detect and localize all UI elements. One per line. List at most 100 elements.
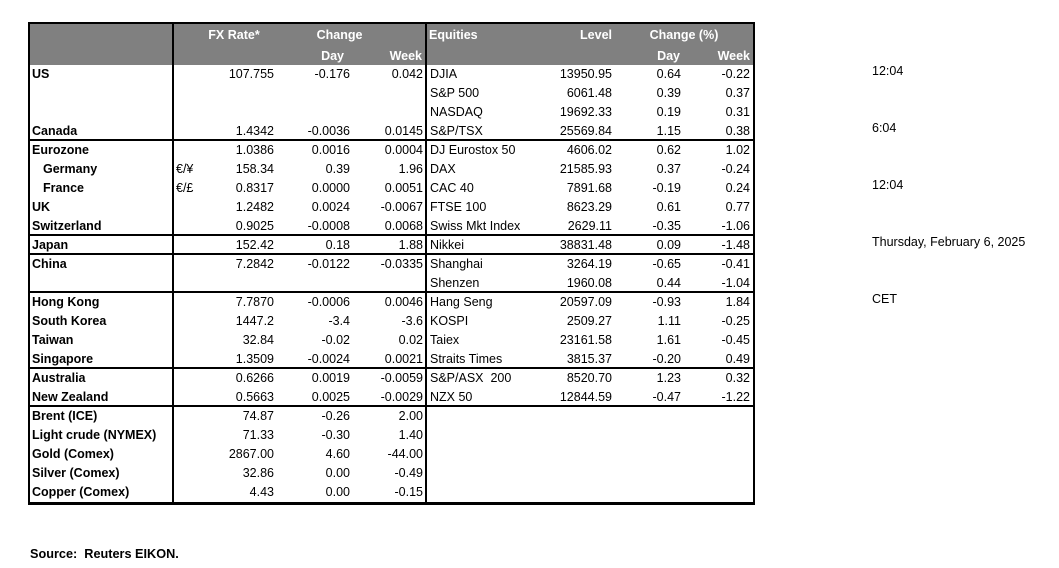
fx-pair-cell: [172, 255, 204, 274]
fx-pair-cell: [172, 312, 204, 331]
table-row: Taiwan 32.84 -0.02 0.02 Taiex 23161.58 1…: [30, 331, 753, 350]
equity-day-change-cell: 1.11: [657, 314, 681, 328]
equity-day-change-cell: 1.15: [656, 124, 681, 138]
equity-level-cell: 23161.58: [559, 333, 612, 347]
equity-name-cell: [425, 445, 540, 464]
equity-day-change-cell: 0.09: [656, 238, 681, 252]
fx-rate-cell: 32.84: [242, 333, 274, 347]
fx-country-cell: Light crude (NYMEX): [32, 428, 157, 442]
equity-level-cell: 12844.59: [559, 390, 612, 404]
equity-week-change-cell: [683, 483, 753, 502]
fx-rate-cell: 1.0386: [235, 143, 274, 157]
equity-level-cell: 3264.19: [566, 257, 612, 271]
equity-day-change-cell: [615, 445, 683, 464]
fx-rate-cell: [204, 84, 276, 103]
fx-country-cell: Hong Kong: [32, 295, 100, 309]
fx-week-change-cell: 1.40: [398, 428, 423, 442]
equity-week-change-cell: -0.24: [721, 162, 751, 176]
equity-level-cell: [540, 407, 615, 426]
fx-week-change-cell: 0.0021: [384, 352, 423, 366]
fx-day-change-cell: -3.4: [328, 314, 350, 328]
fx-day-change-cell: 0.0024: [311, 200, 350, 214]
fx-rate-cell: 74.87: [242, 409, 274, 423]
fx-day-change-cell: -0.176: [314, 67, 350, 81]
equity-week-change-cell: -0.45: [721, 333, 751, 347]
fx-pair-cell: €/¥: [176, 162, 194, 176]
equity-week-change-cell: [683, 426, 753, 445]
level-header: Level: [580, 28, 612, 42]
table-row: Singapore 1.3509 -0.0024 0.0021 Straits …: [30, 350, 753, 369]
equity-day-change-cell: 0.44: [656, 276, 681, 290]
equity-week-change-cell: 0.37: [725, 86, 750, 100]
fx-rate-cell: 158.34: [235, 162, 274, 176]
date-line: Thursday, February 6, 2025: [872, 235, 1026, 249]
fx-rate-cell: 2867.00: [228, 447, 274, 461]
fx-pair-cell: [172, 236, 204, 253]
fx-rate-cell: [204, 103, 276, 122]
equity-name-cell: [425, 407, 540, 426]
fx-day-change-cell: 4.60: [325, 447, 350, 461]
fx-country-cell: Singapore: [32, 352, 94, 366]
table-row: Switzerland 0.9025 -0.0008 0.0068 Swiss …: [30, 217, 753, 236]
equity-week-change-cell: -1.04: [721, 276, 751, 290]
fx-rate-cell: 1.3509: [235, 352, 274, 366]
fx-day-change-cell: 0.00: [325, 485, 350, 499]
equity-level-cell: 2629.11: [567, 219, 612, 233]
equity-week-change-cell: -1.22: [721, 390, 751, 404]
fx-week-change-cell: -0.0067: [380, 200, 423, 214]
fx-pair-cell: [172, 388, 204, 405]
equity-name-cell: S&P/TSX: [430, 124, 483, 138]
equity-name-cell: NZX 50: [430, 390, 473, 404]
equity-day-change-cell: -0.47: [652, 390, 682, 404]
fx-pair-cell: [172, 141, 204, 160]
equity-week-change-cell: 0.77: [725, 200, 750, 214]
fx-day-change-cell: -0.02: [321, 333, 351, 347]
timestamp-line: 12:04: [872, 178, 904, 192]
fx-pair-cell: [172, 103, 204, 122]
table-row: South Korea 1447.2 -3.4 -3.6 KOSPI 2509.…: [30, 312, 753, 331]
fx-day-change-cell: -0.0008: [307, 219, 350, 233]
fx-day-change-cell: [276, 103, 352, 122]
equity-day-change-cell: -0.19: [652, 181, 682, 195]
equity-name-cell: FTSE 100: [430, 200, 487, 214]
equity-name-cell: [425, 426, 540, 445]
header-row-1: FX Rate* Change Equities Level Change (%…: [30, 24, 753, 46]
table-row: Copper (Comex) 4.43 0.00 -0.15: [30, 483, 753, 502]
fx-week-change-cell: 0.0004: [384, 143, 423, 157]
table-header: FX Rate* Change Equities Level Change (%…: [30, 24, 753, 65]
fx-country-cell: Gold (Comex): [32, 447, 114, 461]
equity-day-change-cell: 1.23: [656, 371, 681, 385]
fx-country-cell: Brent (ICE): [32, 409, 98, 423]
table-row: US 107.755 -0.176 0.042 DJIA 13950.95 0.…: [30, 65, 753, 84]
fx-week-header: Week: [389, 48, 422, 63]
equity-week-change-cell: [683, 445, 753, 464]
equity-name-cell: Taiex: [430, 333, 460, 347]
fx-week-change-cell: 0.0145: [384, 124, 423, 138]
country-column-divider: [172, 24, 174, 502]
table-row: Eurozone 1.0386 0.0016 0.0004 DJ Eurosto…: [30, 141, 753, 160]
change-pct-header: Change (%): [649, 28, 719, 42]
fx-week-change-cell: 0.0046: [384, 295, 423, 309]
fx-day-header: Day: [321, 48, 344, 63]
equity-name-cell: NASDAQ: [430, 105, 483, 119]
fx-country-cell: Copper (Comex): [32, 485, 130, 499]
table-row: Japan 152.42 0.18 1.88 Nikkei 38831.48 0…: [30, 236, 753, 255]
equity-level-cell: 13950.95: [559, 67, 612, 81]
fx-pair-cell: [172, 293, 204, 312]
equity-day-change-cell: 1.61: [656, 333, 681, 347]
equity-name-cell: S&P/ASX 200: [430, 371, 512, 385]
fx-week-change-cell: -0.0059: [380, 371, 423, 385]
fx-day-change-cell: -0.30: [321, 428, 351, 442]
equity-level-cell: 25569.84: [559, 124, 612, 138]
equity-name-cell: KOSPI: [430, 314, 469, 328]
equities-header: Equities: [429, 28, 478, 42]
fx-pair-cell: [172, 84, 204, 103]
fx-rate-cell: [204, 274, 276, 291]
equity-level-cell: 3815.37: [566, 352, 612, 366]
fx-day-change-cell: -0.0024: [307, 352, 350, 366]
equity-day-change-cell: [615, 407, 683, 426]
table-row: France €/£ 0.8317 0.0000 0.0051 CAC 40 7…: [30, 179, 753, 198]
equity-day-change-cell: 0.39: [656, 86, 681, 100]
fx-country-cell: [30, 84, 172, 103]
fx-pair-cell: [172, 122, 204, 139]
